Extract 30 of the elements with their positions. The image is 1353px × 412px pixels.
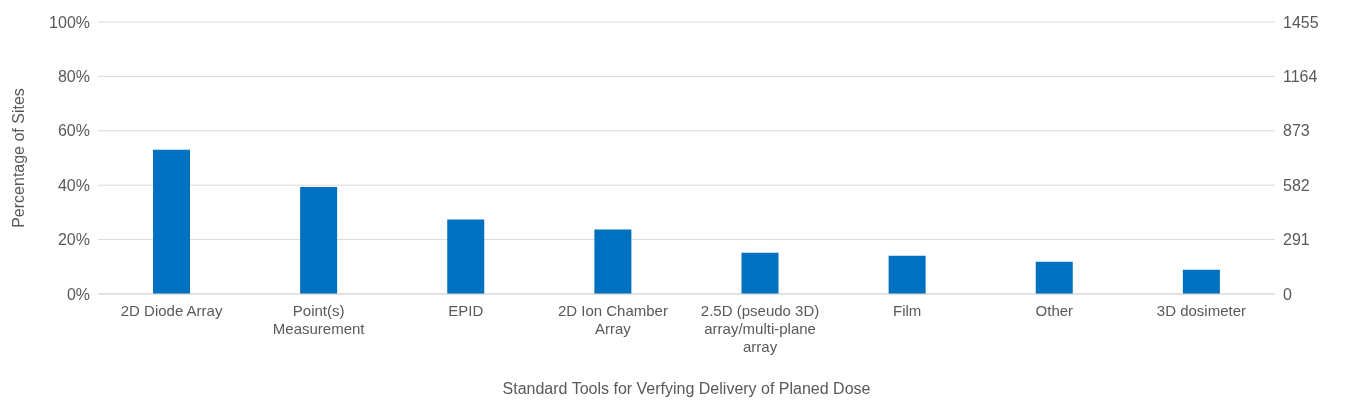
y-tick-label: 60% [57,122,90,140]
y-tick-label: 0% [66,285,90,303]
x-tick-label: 2.5D (pseudo 3D) array/multi-plane array [700,302,820,355]
x-tick-label: Film [893,302,922,319]
y-tick-label: 20% [57,231,90,249]
y-axis-title: Percentage of Sites [9,88,27,228]
y2-tick-label: 1455 [1283,13,1319,31]
bar [153,149,190,294]
x-tick-label: 3D dosimeter [1156,302,1247,319]
y2-tick-label: 873 [1283,122,1310,140]
y2-tick-label: 291 [1283,231,1310,249]
x-tick-label: Other [1035,302,1074,319]
x-axis-title: Standard Tools for Verfying Delivery of Planed Dose [502,380,871,397]
x-tick-label: 2D Diode Array [120,302,223,319]
y-tick-label: 40% [57,176,90,194]
bar [594,229,632,294]
bar [1035,261,1073,294]
y2-tick-label: 1164 [1283,68,1318,86]
bar [888,255,926,294]
bar [300,187,338,294]
y-tick-label: 80% [57,68,90,86]
bar [447,219,485,294]
bar [741,252,779,294]
y-tick-label: 100% [49,13,90,31]
x-tick-label: Point(s) Measurement [272,302,366,337]
bar [1182,269,1220,294]
x-tick-label: EPID [448,302,484,319]
y2-tick-label: 582 [1283,176,1310,194]
x-tick-label: 2D Ion Chamber Array [557,302,668,337]
y2-tick-label: 0 [1283,285,1292,303]
